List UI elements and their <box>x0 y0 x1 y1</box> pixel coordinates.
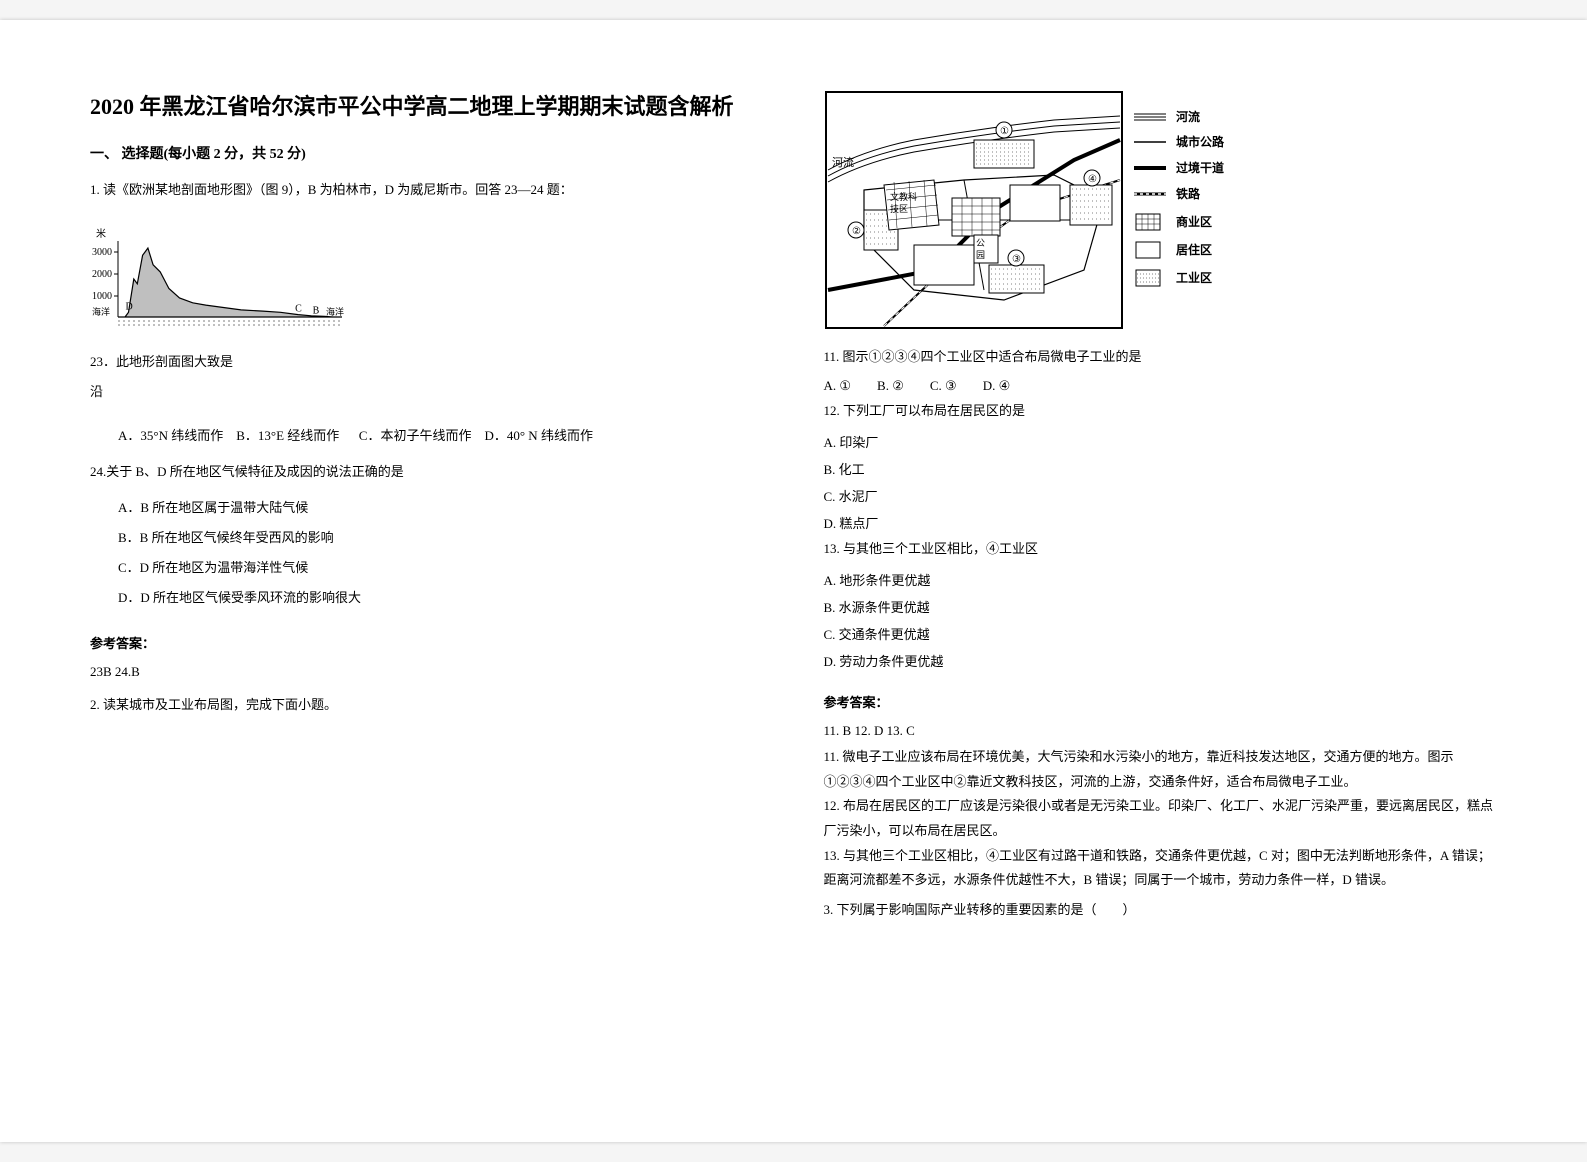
q13-opt-b: B. 水源条件更优越 <box>824 597 1498 616</box>
y-tick-3000: 3000 <box>92 247 112 258</box>
legend-river: 河流 <box>1134 109 1200 124</box>
q11-text: 11. 图示①②③④四个工业区中适合布局微电子工业的是 <box>824 344 1498 370</box>
baseline-hatch <box>118 317 342 325</box>
legend-residential: 居住区 <box>1136 242 1212 258</box>
park-label-2: 园 <box>976 250 985 260</box>
q2-intro: 2. 读某城市及工业布局图，完成下面小题。 <box>90 692 764 718</box>
explain-13: 13. 与其他三个工业区相比，④工业区有过路干道和铁路，交通条件更优越，C 对；… <box>824 844 1498 893</box>
svg-text:③: ③ <box>1012 254 1021 265</box>
svg-text:河流: 河流 <box>1175 109 1200 124</box>
point-C: C <box>295 304 302 315</box>
answers-23-24: 23B 24.B <box>90 664 764 680</box>
q11-opt-b: B. ② <box>877 378 904 393</box>
q12-opt-c: C. 水泥厂 <box>824 486 1498 505</box>
q24-opt-a: A．B 所在地区属于温带大陆气候 <box>118 495 764 521</box>
tech-district: 文教科技区 <box>884 180 939 230</box>
q11-options: A. ① B. ② C. ③ D. ④ <box>824 378 1498 394</box>
y-tick-2000: 2000 <box>92 269 112 280</box>
elevation-profile-chart: 米 3000 2000 1000 海洋 海洋 D C B <box>90 217 350 337</box>
svg-text:①: ① <box>1000 126 1009 137</box>
right-column: 河流 ① <box>824 90 1498 1092</box>
q23-opt-b: B．13°E 经线而作 <box>236 428 339 443</box>
city-map-figure: 河流 ① <box>824 90 1264 330</box>
q23-text: 23．此地形剖面图大致是 <box>90 349 764 375</box>
q13-text: 13. 与其他三个工业区相比，④工业区 <box>824 536 1498 562</box>
q11-opt-d: D. ④ <box>983 378 1011 393</box>
left-column: 2020 年黑龙江省哈尔滨市平公中学高二地理上学期期末试题含解析 一、 选择题(… <box>90 90 764 1092</box>
q13-opt-a: A. 地形条件更优越 <box>824 570 1498 589</box>
park-label-1: 公 <box>976 238 985 248</box>
q24-opt-b: B．B 所在地区气候终年受西风的影响 <box>118 525 764 551</box>
q3-intro: 3. 下列属于影响国际产业转移的重要因素的是（ ） <box>824 897 1498 923</box>
answers-heading-right: 参考答案： <box>824 692 1498 711</box>
q23-sub: 沿 <box>90 379 764 405</box>
legend-road: 城市公路 <box>1134 134 1225 149</box>
map-legend: 河流 城市公路 过境干道 铁路 <box>1134 109 1225 286</box>
svg-text:过境干道: 过境干道 <box>1176 160 1224 175</box>
q24-text: 24.关于 B、D 所在地区气候特征及成因的说法正确的是 <box>90 459 764 485</box>
river-label-on-map: 河流 <box>832 155 854 169</box>
x-right-ocean: 海洋 <box>326 306 344 317</box>
q13-opt-c: C. 交通条件更优越 <box>824 624 1498 643</box>
residential-2 <box>914 245 974 285</box>
svg-text:居住区: 居住区 <box>1176 242 1212 257</box>
svg-text:技区: 技区 <box>890 203 908 214</box>
explain-11: 11. 微电子工业应该布局在环境优美，大气污染和水污染小的地方，靠近科技发达地区… <box>824 745 1498 794</box>
svg-text:文教科: 文教科 <box>890 191 917 202</box>
q13-opt-d: D. 劳动力条件更优越 <box>824 651 1498 670</box>
q23-opt-d: D．40° N 纬线而作 <box>484 428 592 443</box>
residential-1 <box>1010 185 1060 221</box>
legend-commercial: 商业区 <box>1136 214 1212 230</box>
svg-text:②: ② <box>852 226 861 237</box>
legend-highway: 过境干道 <box>1134 160 1224 175</box>
q24-opt-d: D．D 所在地区气候受季风环流的影响很大 <box>118 585 764 611</box>
legend-rail: 铁路 <box>1134 186 1201 201</box>
q11-opt-a: A. ① <box>824 378 852 393</box>
svg-text:铁路: 铁路 <box>1176 186 1201 201</box>
q12-opt-a: A. 印染厂 <box>824 432 1498 451</box>
q1-intro: 1. 读《欧洲某地剖面地形图》（图 9），B 为柏林市，D 为威尼斯市。回答 2… <box>90 177 764 203</box>
q23-options: A．35°N 纬线而作 B．13°E 经线而作 C．本初子午线而作 D．40° … <box>118 423 764 449</box>
q12-opt-b: B. 化工 <box>824 459 1498 478</box>
commercial-district <box>952 198 1000 236</box>
y-tick-1000: 1000 <box>92 291 112 302</box>
q23-opt-a: A．35°N 纬线而作 <box>118 428 223 443</box>
y-axis-unit: 米 <box>96 227 106 240</box>
point-B: B <box>313 305 320 316</box>
legend-industrial: 工业区 <box>1136 270 1212 286</box>
q24-opt-c: C．D 所在地区为温带海洋性气候 <box>118 555 764 581</box>
svg-text:④: ④ <box>1088 174 1097 185</box>
q11-opt-c: C. ③ <box>930 378 957 393</box>
svg-text:城市公路: 城市公路 <box>1176 134 1225 149</box>
x-left-ocean: 海洋 <box>92 306 110 317</box>
profile-area <box>118 248 342 317</box>
q12-opt-d: D. 糕点厂 <box>824 513 1498 532</box>
page-title: 2020 年黑龙江省哈尔滨市平公中学高二地理上学期期末试题含解析 <box>90 90 764 123</box>
svg-text:商业区: 商业区 <box>1176 214 1212 229</box>
svg-text:工业区: 工业区 <box>1176 270 1212 285</box>
answers-heading-left: 参考答案： <box>90 633 764 652</box>
explain-12: 12. 布局在居民区的工厂应该是污染很小或者是无污染工业。印染厂、化工厂、水泥厂… <box>824 794 1498 843</box>
answers-11-13: 11. B 12. D 13. C <box>824 723 1498 739</box>
exam-page: 2020 年黑龙江省哈尔滨市平公中学高二地理上学期期末试题含解析 一、 选择题(… <box>0 20 1587 1142</box>
q12-text: 12. 下列工厂可以布局在居民区的是 <box>824 398 1498 424</box>
point-D: D <box>126 301 133 312</box>
section-1-heading: 一、 选择题(每小题 2 分，共 52 分) <box>90 143 764 163</box>
q23-opt-c: C．本初子午线而作 <box>359 428 472 443</box>
